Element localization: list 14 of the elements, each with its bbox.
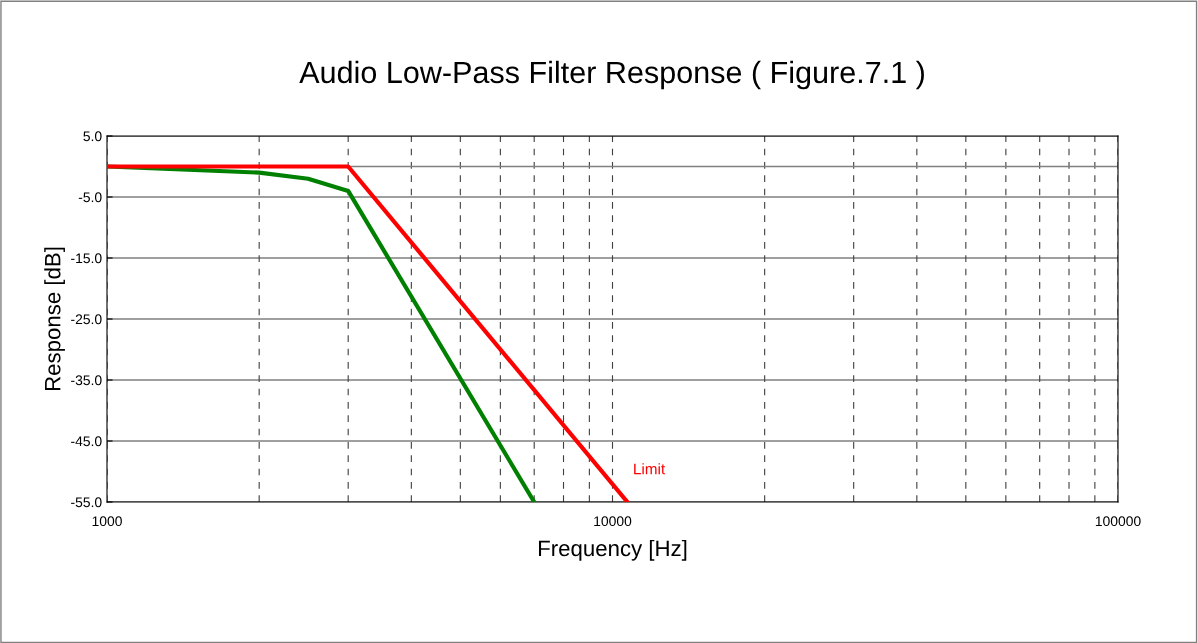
x-tick-label: 1000 xyxy=(92,516,122,527)
y-axis-title: Response [dB] xyxy=(44,247,65,391)
y-tick-label: 5.0 xyxy=(83,131,102,142)
x-tick-label: 100000 xyxy=(1095,516,1141,527)
series-label: Limit xyxy=(634,463,666,475)
y-tick-label: -5.0 xyxy=(78,192,102,203)
y-tick-label: -55.0 xyxy=(71,497,102,508)
x-tick-label: 10000 xyxy=(594,516,632,527)
chart-title: Audio Low-Pass Filter Response ( Figure.7.1 ) xyxy=(299,60,924,90)
y-tick-label: -25.0 xyxy=(71,314,102,325)
y-tick-label: -35.0 xyxy=(71,375,102,386)
y-tick-label: -15.0 xyxy=(71,253,102,264)
x-axis-title: Frequency [Hz] xyxy=(538,539,687,561)
y-tick-label: -45.0 xyxy=(71,436,102,447)
